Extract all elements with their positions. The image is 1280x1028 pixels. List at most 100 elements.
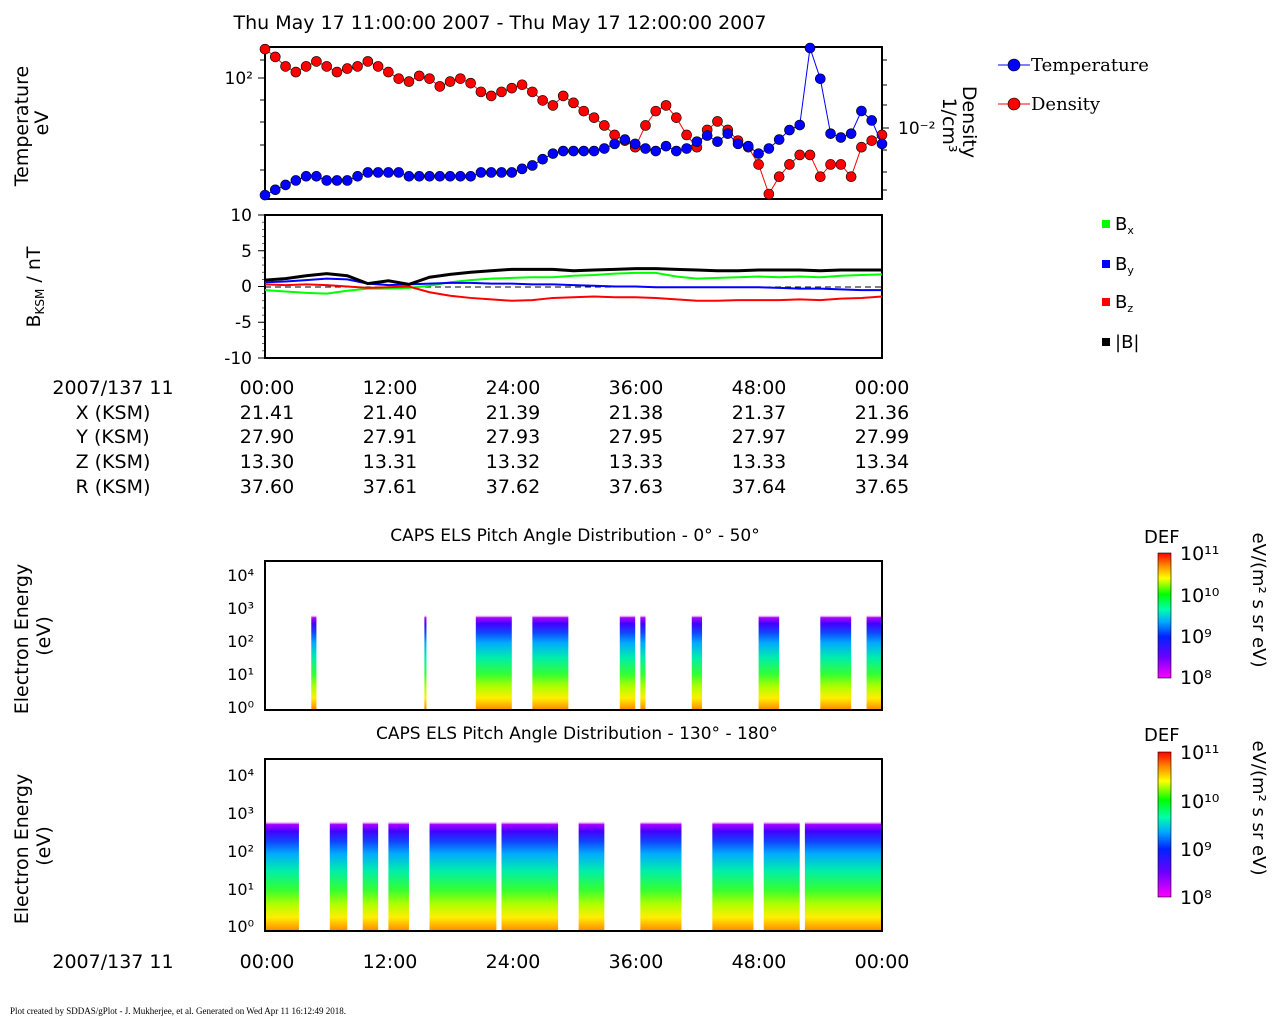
ephemeris-value: 13.34 bbox=[855, 451, 909, 473]
temperature-point bbox=[845, 128, 857, 139]
footer-credit: Plot created by SDDAS/gPlot - J. Mukherj… bbox=[10, 1006, 346, 1016]
spec2-band bbox=[362, 759, 379, 931]
bottom-time-header: 2007/137 11 bbox=[52, 951, 173, 973]
spec2-ytick: 10¹ bbox=[227, 880, 254, 899]
temperature-point bbox=[640, 143, 651, 154]
legend-density-marker bbox=[1007, 97, 1021, 111]
density-point bbox=[485, 90, 497, 102]
temperature-point bbox=[619, 134, 631, 145]
temperature-point bbox=[671, 145, 682, 157]
density-point bbox=[660, 100, 672, 111]
spec1-colorbar-tick: 10⁸ bbox=[1180, 667, 1212, 689]
ephemeris-value: 27.91 bbox=[363, 426, 417, 448]
bfield-ticks bbox=[258, 214, 265, 359]
density-point bbox=[321, 61, 333, 72]
figure-title: Thu May 17 11:00:00 2007 - Thu May 17 12… bbox=[233, 12, 767, 34]
density-ytick: 10⁻² bbox=[898, 119, 935, 139]
bottom-time-label: 12:00 bbox=[363, 951, 418, 973]
legend-bx-marker bbox=[1102, 220, 1110, 228]
density-point bbox=[516, 79, 528, 91]
density-point bbox=[557, 90, 569, 102]
temperature-point bbox=[341, 175, 353, 186]
spec2-axis-label: Electron Energy (eV) bbox=[11, 768, 55, 925]
spec1-colorbar-unit: eV/(m² s sr eV) bbox=[1248, 533, 1269, 668]
density-point bbox=[866, 135, 878, 146]
temperature-point bbox=[362, 167, 374, 178]
ephemeris-value: 37.62 bbox=[486, 476, 540, 498]
temperature-point bbox=[465, 171, 476, 182]
density-point bbox=[413, 70, 425, 82]
temperature-point bbox=[588, 145, 600, 157]
spec1-colorbar: DEF 10¹¹ 10¹⁰ 10⁹ 10⁸ eV/(m² s sr eV) bbox=[1144, 527, 1269, 689]
density-point bbox=[845, 171, 857, 183]
density-point bbox=[311, 56, 322, 67]
spec2-band bbox=[329, 759, 348, 931]
density-point bbox=[393, 73, 404, 84]
ephemeris-value: 37.63 bbox=[609, 476, 663, 498]
temperature-point bbox=[722, 128, 734, 139]
legend-temperature-marker bbox=[1007, 58, 1021, 72]
els-spectrogram-0-50: CAPS ELS Pitch Angle Distribution - 0° -… bbox=[11, 526, 1269, 717]
spec1-ytick: 10² bbox=[227, 632, 254, 651]
bottom-time-label: 36:00 bbox=[609, 951, 664, 973]
bfield-legend: Bx By Bz |B| bbox=[1102, 214, 1139, 353]
density-point bbox=[547, 100, 559, 111]
ephemeris-value: 21.36 bbox=[855, 402, 909, 424]
spec1-band bbox=[311, 561, 317, 710]
temperature-point bbox=[650, 145, 662, 157]
spec2-band bbox=[763, 759, 800, 931]
temperature-point bbox=[496, 167, 507, 178]
ephemeris-value: 27.93 bbox=[486, 426, 540, 448]
ephemeris-time: 00:00 bbox=[855, 377, 910, 399]
temperature-point bbox=[753, 148, 764, 159]
density-point bbox=[599, 120, 610, 131]
ephemeris-value: 27.99 bbox=[855, 426, 909, 448]
spec1-band bbox=[691, 561, 703, 710]
density-point bbox=[578, 105, 590, 117]
density-point bbox=[671, 112, 682, 123]
temperature-point bbox=[485, 167, 497, 178]
temperature-point bbox=[424, 171, 435, 182]
spec2-ytick: 10⁰ bbox=[227, 917, 254, 936]
spec2-band bbox=[501, 759, 559, 931]
legend-by-label: By bbox=[1115, 254, 1134, 277]
bfield-data bbox=[264, 267, 883, 302]
density-point bbox=[804, 149, 816, 161]
plasma-panel-frame bbox=[264, 46, 883, 200]
density-point bbox=[814, 171, 826, 183]
bottom-time-label: 00:00 bbox=[240, 951, 295, 973]
spec2-colorbar-tick: 10¹⁰ bbox=[1180, 791, 1219, 813]
temperature-point bbox=[300, 171, 312, 182]
temperature-point bbox=[609, 138, 620, 150]
density-point bbox=[269, 51, 281, 63]
spec2-colorbar: DEF 10¹¹ 10¹⁰ 10⁹ 10⁸ eV/(m² s sr eV) bbox=[1144, 725, 1269, 909]
density-point bbox=[290, 66, 302, 78]
ephemeris-value: 13.30 bbox=[240, 451, 294, 473]
spec2-data bbox=[265, 759, 882, 931]
els-spectrogram-130-180: CAPS ELS Pitch Angle Distribution - 130°… bbox=[11, 724, 1269, 936]
temperature-point bbox=[290, 175, 302, 186]
density-point bbox=[444, 76, 456, 87]
density-point bbox=[773, 171, 785, 183]
spec2-colorbar-label: DEF bbox=[1144, 725, 1180, 746]
temperature-point bbox=[835, 132, 847, 143]
ephemeris-value: 13.31 bbox=[363, 451, 417, 473]
spec1-axis-label-line1: Electron Energy bbox=[11, 564, 33, 715]
temperature-point bbox=[712, 136, 723, 147]
spec1-ytick: 10¹ bbox=[227, 665, 254, 684]
density-point bbox=[537, 95, 548, 106]
density-axis-label-line2: 1/cm³ bbox=[938, 97, 960, 152]
temperature-point bbox=[691, 136, 703, 147]
ephemeris-time-header: 2007/137 11 bbox=[52, 377, 173, 399]
spec1-band bbox=[758, 561, 780, 710]
ephemeris-time: 12:00 bbox=[363, 377, 418, 399]
spec1-ytick: 10⁰ bbox=[227, 698, 254, 717]
density-point bbox=[825, 159, 836, 170]
ephemeris-value: 13.33 bbox=[609, 451, 663, 473]
ephemeris-time: 36:00 bbox=[609, 377, 664, 399]
ephemeris-table: 2007/137 11 00:00 12:00 24:00 36:00 48:0… bbox=[52, 377, 909, 498]
plasma-left-axis: 10² bbox=[225, 59, 265, 171]
density-point bbox=[835, 159, 847, 170]
ephemeris-value: 27.95 bbox=[609, 426, 663, 448]
bz-trace bbox=[264, 283, 883, 302]
